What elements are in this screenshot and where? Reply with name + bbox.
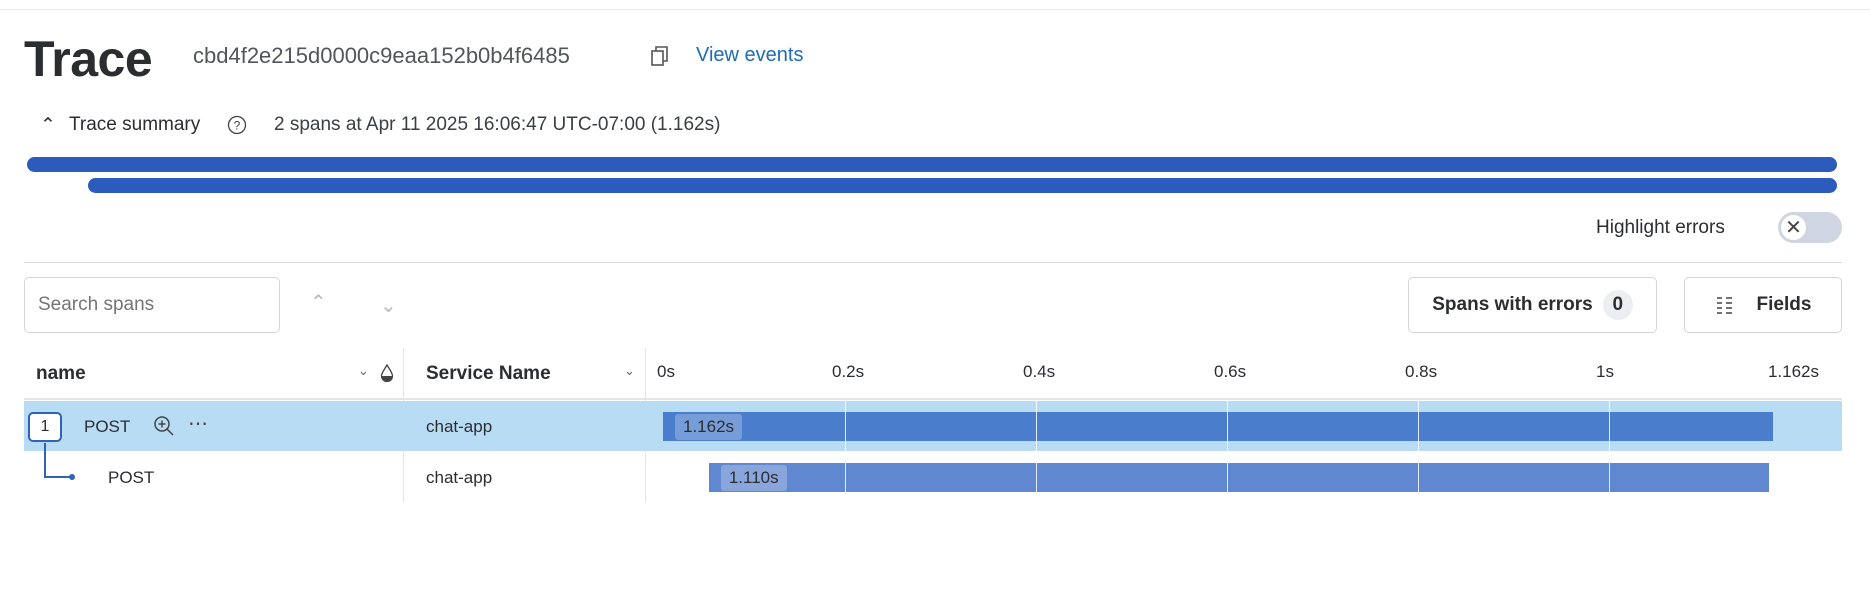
next-match-button[interactable]: ⌄ xyxy=(380,295,397,317)
trace-summary-label: Trace summary xyxy=(69,114,201,135)
timeline-tick: 0.6s xyxy=(1214,362,1247,381)
span-bar[interactable]: 1.162s xyxy=(663,412,1773,441)
service-name: chat-app xyxy=(426,417,493,436)
timeline-tick: 0.4s xyxy=(1023,362,1056,381)
span-name[interactable]: POST xyxy=(108,468,155,487)
timeline-gridline xyxy=(1609,401,1610,502)
highlight-errors-toggle[interactable]: ✕ xyxy=(1778,212,1842,243)
span-duration-label: 1.162s xyxy=(675,413,743,440)
close-icon: ✕ xyxy=(1781,215,1806,240)
chevron-down-icon[interactable]: ⌄ xyxy=(624,363,635,378)
chevron-down-icon[interactable]: ⌄ xyxy=(358,363,369,378)
tree-connector xyxy=(44,476,70,478)
more-options-icon[interactable]: ⋯ xyxy=(188,413,209,435)
previous-match-button[interactable]: ⌃ xyxy=(310,292,327,314)
timeline-gridline xyxy=(1418,401,1419,502)
zoom-in-icon[interactable] xyxy=(153,415,175,437)
timeline-gridline xyxy=(845,401,846,502)
span-duration-label: 1.110s xyxy=(720,464,787,491)
spans-with-errors-label: Spans with errors xyxy=(1432,294,1593,315)
trace-id: cbd4f2e215d0000c9eaa152b0b4f6485 xyxy=(193,43,570,68)
spans-with-errors-button[interactable]: Spans with errors 0 xyxy=(1408,277,1657,333)
search-spans-input[interactable] xyxy=(24,277,280,333)
timeline-tick: 0.8s xyxy=(1405,362,1438,381)
list-icon xyxy=(1716,297,1732,314)
help-icon[interactable]: ? xyxy=(227,115,247,135)
trace-summary-toggle[interactable]: ⌃ xyxy=(40,114,56,137)
timeline-tick: 1s xyxy=(1596,362,1614,381)
minimap-span-bar xyxy=(27,157,1837,172)
span-bar[interactable]: 1.110s xyxy=(708,463,1769,492)
child-count-badge[interactable]: 1 xyxy=(28,412,62,442)
span-name[interactable]: POST xyxy=(84,417,131,436)
tree-node-dot xyxy=(69,474,75,480)
top-divider xyxy=(0,9,1870,10)
fields-label: Fields xyxy=(1756,294,1812,315)
timeline-tick: 1.162s xyxy=(1767,362,1819,381)
timeline-gridline xyxy=(1036,401,1037,502)
droplet-icon[interactable] xyxy=(380,364,394,382)
copy-icon[interactable] xyxy=(650,45,670,67)
svg-text:?: ? xyxy=(234,119,241,133)
header-divider xyxy=(24,398,1842,400)
service-name: chat-app xyxy=(426,468,493,487)
timeline-tick: 0.2s xyxy=(832,362,865,381)
chevron-up-icon: ⌃ xyxy=(40,115,56,136)
timeline-tick: 0s xyxy=(657,362,675,381)
column-header-name[interactable]: name xyxy=(36,362,86,384)
trace-summary-details: 2 spans at Apr 11 2025 16:06:47 UTC-07:0… xyxy=(274,114,721,135)
view-events-link[interactable]: View events xyxy=(696,44,804,66)
fields-button[interactable]: Fields xyxy=(1684,277,1842,333)
column-header-service[interactable]: Service Name xyxy=(426,362,551,384)
page-title: Trace xyxy=(24,31,153,87)
section-divider xyxy=(24,262,1842,263)
highlight-errors-label: Highlight errors xyxy=(1596,217,1725,238)
tree-connector xyxy=(44,443,46,477)
error-count-badge: 0 xyxy=(1602,290,1633,320)
timeline-gridline xyxy=(1227,401,1228,502)
minimap-span-bar xyxy=(88,178,1837,193)
